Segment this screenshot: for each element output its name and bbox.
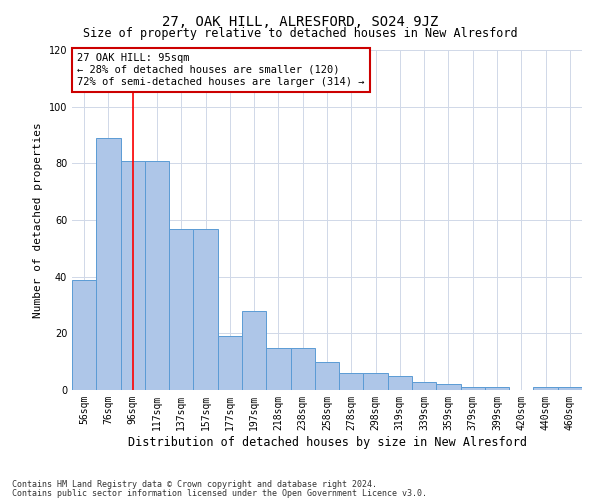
Bar (72, 280, 96, 390)
Bar (364, 373, 388, 390)
Bar (169, 228, 193, 390)
Text: Contains public sector information licensed under the Open Government Licence v3: Contains public sector information licen… (12, 488, 427, 498)
Bar (461, 387, 485, 390)
Bar (533, 387, 558, 390)
Bar (193, 228, 218, 390)
Bar (436, 384, 461, 390)
Text: Size of property relative to detached houses in New Alresford: Size of property relative to detached ho… (83, 28, 517, 40)
Bar (339, 373, 364, 390)
Y-axis label: Number of detached properties: Number of detached properties (33, 122, 43, 318)
Bar (485, 387, 509, 390)
Bar (388, 376, 412, 390)
Bar (121, 160, 145, 390)
Text: 27 OAK HILL: 95sqm
← 28% of detached houses are smaller (120)
72% of semi-detach: 27 OAK HILL: 95sqm ← 28% of detached hou… (77, 54, 365, 86)
Bar (412, 382, 436, 390)
Bar (290, 348, 315, 390)
Bar (242, 310, 266, 390)
Bar (218, 336, 242, 390)
Bar (315, 362, 339, 390)
X-axis label: Distribution of detached houses by size in New Alresford: Distribution of detached houses by size … (128, 436, 527, 448)
Bar (266, 348, 290, 390)
Text: 27, OAK HILL, ALRESFORD, SO24 9JZ: 27, OAK HILL, ALRESFORD, SO24 9JZ (162, 15, 438, 29)
Bar (558, 387, 582, 390)
Bar (96, 138, 121, 390)
Bar (145, 160, 169, 390)
Text: Contains HM Land Registry data © Crown copyright and database right 2024.: Contains HM Land Registry data © Crown c… (12, 480, 377, 489)
